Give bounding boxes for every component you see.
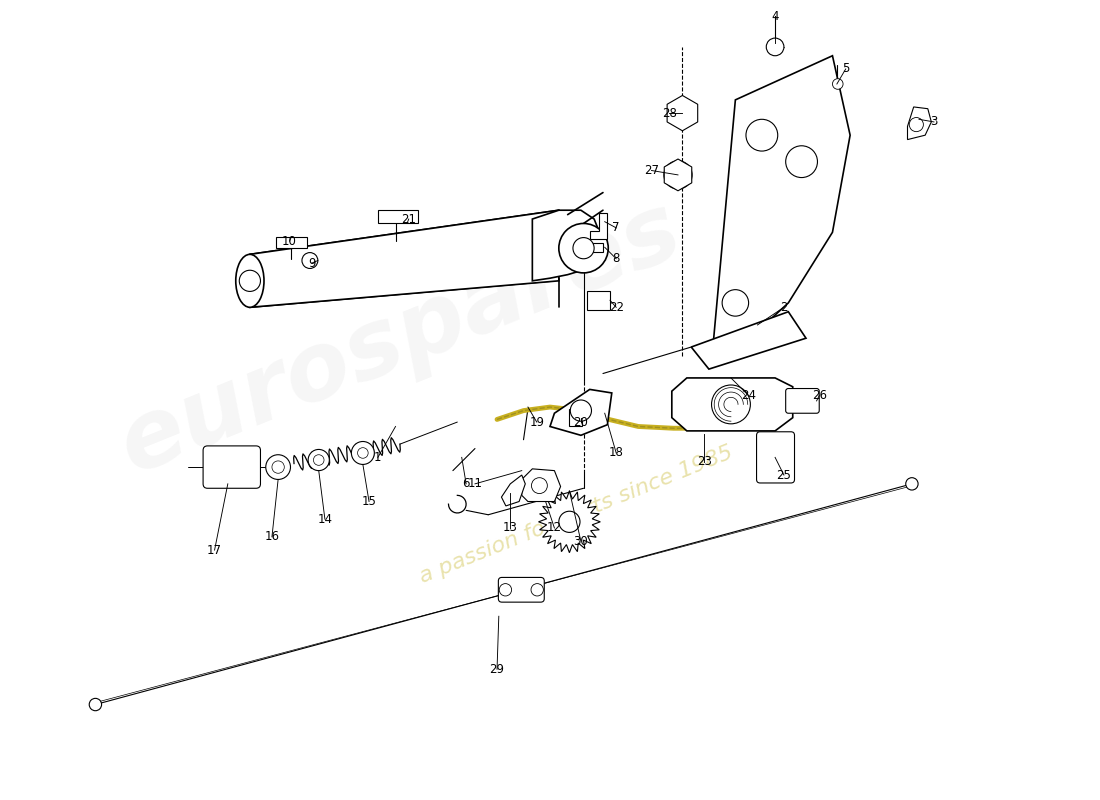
Text: 26: 26 (812, 389, 827, 402)
Circle shape (573, 238, 594, 258)
Circle shape (272, 461, 284, 474)
Polygon shape (691, 312, 806, 369)
Text: 15: 15 (362, 495, 376, 508)
Polygon shape (378, 210, 418, 223)
Polygon shape (667, 95, 697, 130)
Text: 7: 7 (613, 222, 620, 234)
Circle shape (351, 442, 374, 465)
Circle shape (358, 448, 368, 458)
Circle shape (767, 38, 784, 56)
Text: 8: 8 (613, 252, 620, 266)
Text: a passion for parts since 1985: a passion for parts since 1985 (417, 442, 736, 587)
Text: 11: 11 (468, 478, 483, 490)
Text: eurospares: eurospares (106, 184, 694, 493)
Polygon shape (590, 213, 607, 239)
Polygon shape (550, 390, 612, 435)
Polygon shape (532, 210, 603, 281)
Circle shape (712, 385, 750, 424)
Text: 17: 17 (207, 543, 222, 557)
Circle shape (559, 223, 608, 273)
Circle shape (531, 584, 543, 596)
Text: 18: 18 (608, 446, 624, 459)
Text: 14: 14 (318, 513, 332, 526)
Text: 1: 1 (374, 451, 382, 464)
Ellipse shape (235, 254, 264, 307)
Text: 22: 22 (608, 301, 624, 314)
Circle shape (559, 511, 580, 533)
Text: 12: 12 (547, 522, 562, 534)
Polygon shape (250, 210, 559, 307)
Circle shape (499, 584, 512, 596)
Circle shape (746, 119, 778, 151)
Text: 21: 21 (402, 213, 416, 226)
Text: 3: 3 (931, 115, 937, 129)
Text: 23: 23 (697, 455, 712, 468)
Circle shape (905, 478, 918, 490)
Text: 30: 30 (573, 534, 588, 548)
FancyBboxPatch shape (757, 432, 794, 483)
Text: 19: 19 (529, 415, 544, 429)
Circle shape (833, 78, 843, 90)
Circle shape (240, 270, 261, 291)
Text: 16: 16 (264, 530, 279, 543)
Text: 29: 29 (490, 662, 505, 676)
Circle shape (266, 454, 290, 479)
Text: 27: 27 (644, 164, 659, 177)
Polygon shape (664, 159, 692, 190)
Polygon shape (521, 469, 561, 502)
FancyBboxPatch shape (204, 446, 261, 488)
FancyBboxPatch shape (498, 578, 544, 602)
Text: 13: 13 (503, 522, 518, 534)
Circle shape (722, 290, 749, 316)
Text: 28: 28 (662, 106, 676, 120)
Circle shape (531, 478, 548, 494)
Polygon shape (713, 56, 850, 351)
Circle shape (664, 161, 692, 189)
Text: 10: 10 (283, 234, 297, 248)
Polygon shape (539, 491, 601, 553)
Text: 9: 9 (308, 257, 316, 270)
Polygon shape (502, 475, 526, 506)
Circle shape (314, 454, 324, 466)
Circle shape (308, 450, 329, 470)
Text: 24: 24 (741, 389, 756, 402)
Polygon shape (276, 237, 307, 248)
Circle shape (302, 253, 318, 269)
Circle shape (785, 146, 817, 178)
Text: 2: 2 (780, 301, 788, 314)
Polygon shape (590, 243, 603, 252)
Text: 6: 6 (462, 478, 470, 490)
Text: 5: 5 (842, 62, 849, 75)
Text: 25: 25 (777, 469, 791, 482)
Circle shape (910, 118, 923, 132)
Circle shape (89, 698, 101, 710)
Circle shape (570, 400, 592, 421)
FancyBboxPatch shape (785, 389, 820, 414)
Polygon shape (908, 107, 932, 139)
FancyBboxPatch shape (587, 290, 610, 310)
Text: 4: 4 (771, 10, 779, 22)
Text: 20: 20 (573, 415, 588, 429)
FancyBboxPatch shape (570, 409, 582, 426)
Polygon shape (672, 378, 793, 431)
